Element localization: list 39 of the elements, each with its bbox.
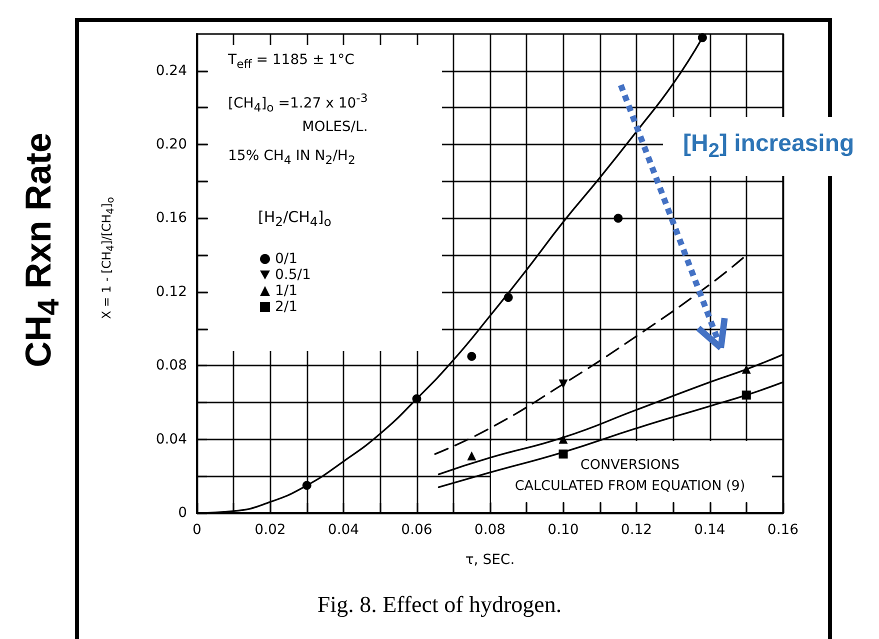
x-tick-label: 0.04 bbox=[328, 522, 360, 538]
point bbox=[467, 352, 476, 361]
annotation: 15% CH$_{4}$ IN N$_{2}$/H$_{2}$ bbox=[228, 148, 356, 167]
point bbox=[302, 480, 312, 490]
point bbox=[742, 390, 751, 400]
y-tick-label: 0.08 bbox=[156, 358, 187, 374]
legend-title: [H$_{2}$/CH$_{4}$]$_{o}$ bbox=[258, 208, 332, 229]
x-tick-label: 0.16 bbox=[767, 522, 799, 538]
y-tick-label: 0.20 bbox=[156, 136, 187, 153]
legend-label: 0.5/1 bbox=[275, 267, 311, 283]
point bbox=[467, 451, 476, 460]
point bbox=[558, 380, 568, 389]
point bbox=[558, 434, 568, 444]
legend-label: 2/1 bbox=[275, 299, 298, 315]
annotation: CONVERSIONS CALCULATED FROM EQUATION (9) bbox=[514, 456, 746, 496]
annotation: [H$_{2}$] increasing bbox=[663, 117, 877, 176]
text: Fig. 8. Effect of hydrogen. bbox=[317, 592, 562, 617]
x-tick-label: 0.10 bbox=[548, 522, 579, 538]
text: [CH$_{4}$]$_{o}$ =1.27 x 10$^{-3}$ MOLES/L. bbox=[228, 91, 368, 136]
y-tick-label: 0.16 bbox=[156, 210, 188, 226]
x-axis-title: τ, SEC. bbox=[465, 552, 515, 568]
point bbox=[412, 394, 422, 404]
legend-label: 1/1 bbox=[275, 283, 298, 299]
x-tick-label: 0.08 bbox=[474, 522, 506, 538]
x-tick-label: 0.02 bbox=[254, 522, 286, 538]
y-tick-label: 0.24 bbox=[156, 62, 188, 79]
point bbox=[698, 33, 707, 42]
y-tick-label: 0.04 bbox=[156, 431, 188, 448]
x-tick-label: 0.14 bbox=[694, 522, 726, 538]
legend-label: 0/1 bbox=[275, 251, 298, 267]
point bbox=[504, 292, 513, 302]
x-tick-label: 0.12 bbox=[620, 522, 652, 538]
x-tick-label: 0 bbox=[192, 522, 202, 538]
x-tick-label: 0.06 bbox=[401, 522, 432, 538]
point bbox=[614, 214, 623, 223]
point bbox=[558, 450, 568, 459]
y-tick-label: 0.12 bbox=[156, 284, 187, 300]
annotation: T$_{eff}$ = 1185 ± 1°C bbox=[228, 52, 354, 71]
y-tick-label: 0 bbox=[178, 505, 187, 521]
